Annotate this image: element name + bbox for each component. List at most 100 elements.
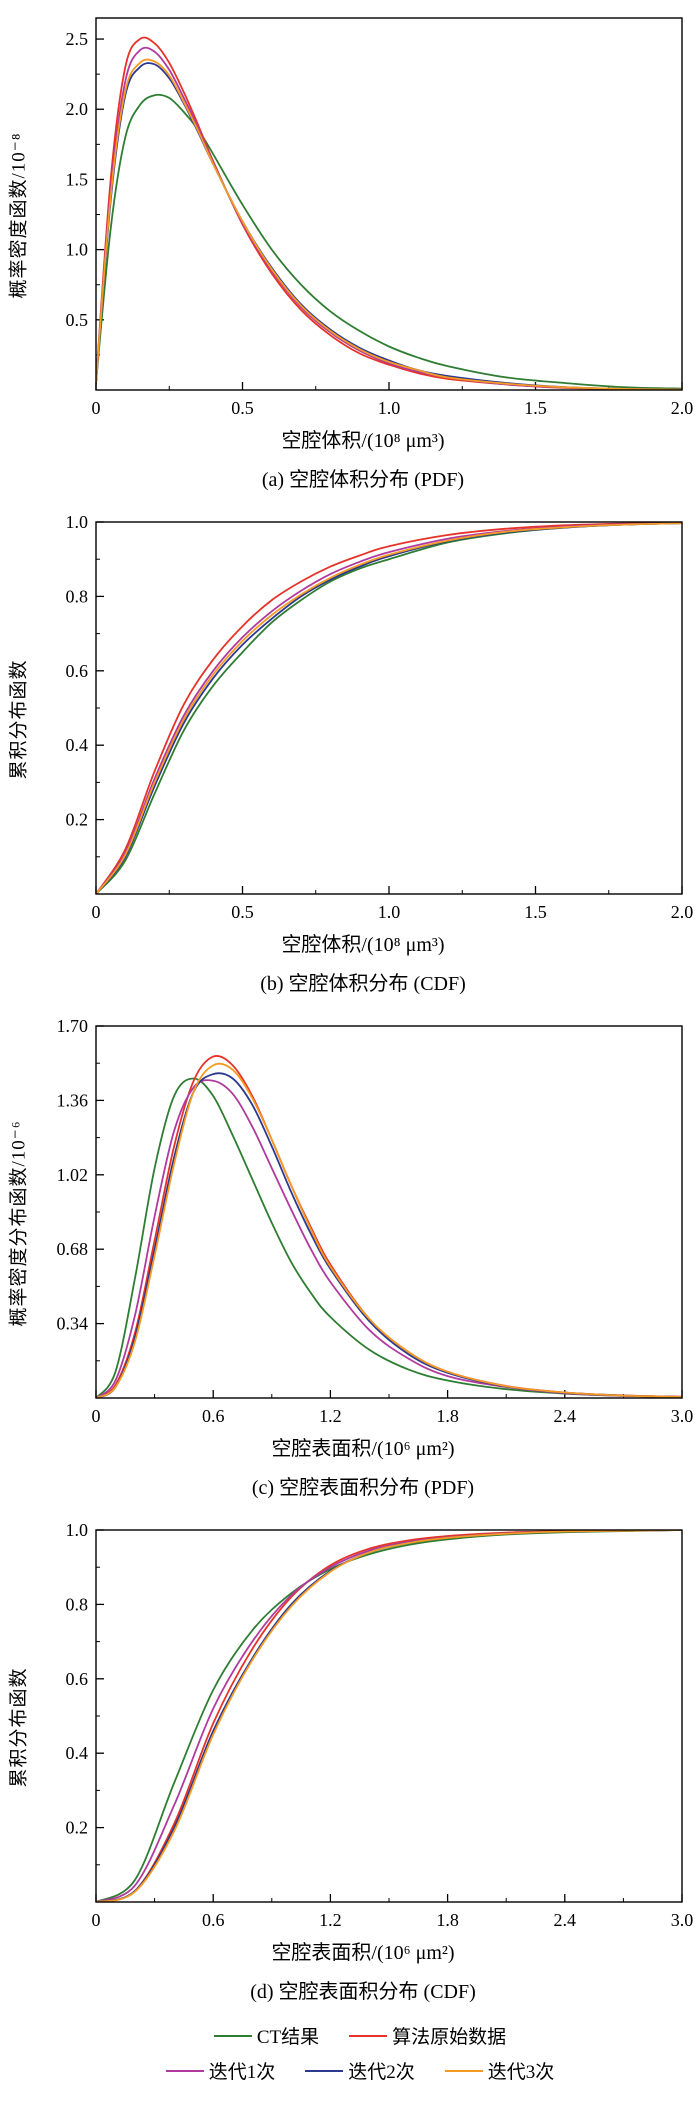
- legend-item-label: 迭代3次: [487, 2062, 555, 2083]
- chart-b-block: 累积分布函数 0 0.5 1.0 1.5 2.0 0.2 0.4 0.6 0.8 1.0 空腔体积…: [0, 510, 700, 996]
- legend-item-label: 迭代1次: [208, 2062, 276, 2083]
- chart-caption-b: (b) 空腔体积分布 (CDF): [260, 973, 466, 995]
- y-axis-label: 概率密度函数/10⁻⁸: [8, 132, 30, 298]
- x-tick-label: 0.6: [202, 1910, 225, 1930]
- y-axis-label: 概率密度分布函数/10⁻⁶: [8, 1120, 30, 1326]
- x-tick-label: 0: [92, 902, 101, 922]
- series-line-4: [96, 58, 682, 390]
- x-tick-label: 2.4: [554, 1406, 577, 1426]
- x-tick-label: 0: [92, 398, 101, 418]
- x-tick-label: 1.0: [378, 902, 401, 922]
- x-tick-label: 1.0: [378, 398, 401, 418]
- legend-row: CT结果 算法原始数据: [20, 2022, 700, 2049]
- y-axis-label: 累积分布函数: [8, 1666, 30, 1788]
- legend-line-sample: [444, 2069, 483, 2072]
- series-line-2: [96, 46, 682, 390]
- plot-border: [95, 1025, 683, 1399]
- y-tick-label: 1.36: [57, 1090, 89, 1110]
- plot-area-c: 0 0.6 1.2 1.8 2.4 3.0 0.34 0.68 1.02 1.36 1.70: [57, 1016, 694, 1426]
- series-line-4: [96, 1062, 682, 1398]
- legend: CT结果 算法原始数据迭代1次 迭代2次 迭代3次: [0, 2022, 700, 2084]
- x-tick-label: 0.6: [202, 1406, 225, 1426]
- x-axis-label: 空腔表面积/(10⁶ μm²): [271, 1438, 455, 1460]
- legend-item-label: 迭代2次: [348, 2062, 415, 2083]
- plot-border: [95, 17, 683, 391]
- chart-caption-c: (c) 空腔表面积分布 (PDF): [251, 1477, 475, 1499]
- y-tick-label: 1.0: [66, 512, 89, 532]
- y-tick-label: 1.0: [66, 240, 89, 260]
- y-tick-label: 0.6: [66, 1669, 89, 1689]
- x-tick-label: 2.0: [671, 398, 694, 418]
- x-tick-label: 0.5: [231, 398, 254, 418]
- x-tick-label: 3.0: [671, 1910, 694, 1930]
- x-tick-label: 1.5: [524, 902, 547, 922]
- series-line-0: [96, 1077, 682, 1398]
- x-axis-label: 空腔体积/(10⁸ μm³): [281, 430, 445, 452]
- plot-border: [95, 1529, 683, 1903]
- x-tick-label: 3.0: [671, 1406, 694, 1426]
- x-tick-label: 2.4: [554, 1910, 577, 1930]
- x-tick-label: 2.0: [671, 902, 694, 922]
- legend-line-sample: [165, 2069, 204, 2072]
- legend-line-sample: [349, 2034, 388, 2037]
- legend-row: 迭代1次 迭代2次 迭代3次: [20, 2057, 700, 2084]
- plot-area-d: 0 0.6 1.2 1.8 2.4 3.0 0.2 0.4 0.6 0.8 1.0: [66, 1520, 694, 1930]
- series-line-0: [96, 522, 682, 894]
- series-line-1: [96, 1530, 682, 1902]
- chart-caption-a: (a) 空腔体积分布 (PDF): [261, 469, 465, 491]
- series-line-0: [96, 1530, 682, 1902]
- y-tick-label: 2.0: [66, 99, 89, 119]
- legend-item: 算法原始数据: [349, 2022, 506, 2049]
- y-tick-label: 0.4: [66, 1743, 89, 1763]
- x-tick-label: 1.8: [436, 1406, 459, 1426]
- series-line-1: [96, 36, 682, 390]
- plot-border: [95, 521, 683, 895]
- y-axis-label: 累积分布函数: [8, 658, 30, 780]
- x-tick-label: 1.5: [524, 398, 547, 418]
- legend-line-sample: [305, 2069, 344, 2072]
- chart-a-block: 概率密度函数/10⁻⁸ 0 0.5 1.0 1.5 2.0 0.5 1.0 1.5 2.0 2.5…: [0, 6, 700, 492]
- chart-caption-d: (d) 空腔表面积分布 (CDF): [250, 1981, 476, 2003]
- y-tick-label: 0.4: [66, 735, 89, 755]
- x-tick-label: 0: [92, 1910, 101, 1930]
- x-tick-label: 0: [92, 1406, 101, 1426]
- y-tick-label: 0.2: [66, 1818, 89, 1838]
- chart-d-block: 累积分布函数 0 0.6 1.2 1.8 2.4 3.0 0.2 0.4 0.6 0.8 1.0 空…: [0, 1518, 700, 2004]
- y-axis-label-wrap: 概率密度函数/10⁻⁸: [0, 6, 34, 424]
- series-line-4: [96, 1530, 682, 1902]
- series-line-2: [96, 1079, 682, 1398]
- y-tick-label: 2.5: [66, 29, 89, 49]
- series-line-1: [96, 522, 682, 894]
- y-tick-label: 0.2: [66, 810, 89, 830]
- y-axis-label-wrap: 累积分布函数: [0, 1518, 34, 1936]
- y-tick-label: 0.34: [57, 1314, 89, 1334]
- series-line-2: [96, 522, 682, 894]
- y-tick-label: 0.8: [66, 1594, 89, 1614]
- y-tick-label: 0.6: [66, 661, 89, 681]
- y-axis-label-wrap: 累积分布函数: [0, 510, 34, 928]
- legend-item-label: CT结果: [256, 2027, 320, 2048]
- legend-item-label: 算法原始数据: [392, 2027, 507, 2048]
- y-tick-label: 1.70: [57, 1016, 89, 1036]
- legend-item: 迭代1次: [165, 2057, 276, 2084]
- series-line-3: [96, 522, 682, 894]
- y-tick-label: 1.0: [66, 1520, 89, 1540]
- legend-line-sample: [213, 2034, 252, 2037]
- series-line-0: [96, 93, 682, 390]
- x-tick-label: 1.2: [319, 1910, 342, 1930]
- series-line-2: [96, 1530, 682, 1902]
- series-line-3: [96, 1530, 682, 1902]
- legend-item: 迭代2次: [305, 2057, 415, 2084]
- x-tick-label: 0.5: [231, 902, 254, 922]
- legend-item: 迭代3次: [444, 2057, 555, 2084]
- y-tick-label: 0.68: [57, 1239, 89, 1259]
- legend-item: CT结果: [213, 2022, 320, 2049]
- plot-area-a: 0 0.5 1.0 1.5 2.0 0.5 1.0 1.5 2.0 2.5: [66, 17, 694, 418]
- y-tick-label: 1.5: [66, 169, 89, 189]
- plot-area-b: 0 0.5 1.0 1.5 2.0 0.2 0.4 0.6 0.8 1.0: [66, 512, 694, 922]
- y-tick-label: 0.5: [66, 310, 89, 330]
- y-tick-label: 1.02: [57, 1165, 89, 1185]
- series-line-4: [96, 522, 682, 894]
- chart-c-block: 概率密度分布函数/10⁻⁶ 0 0.6 1.2 1.8 2.4 3.0 0.34 0.68 1.…: [0, 1014, 700, 1500]
- x-tick-label: 1.8: [436, 1910, 459, 1930]
